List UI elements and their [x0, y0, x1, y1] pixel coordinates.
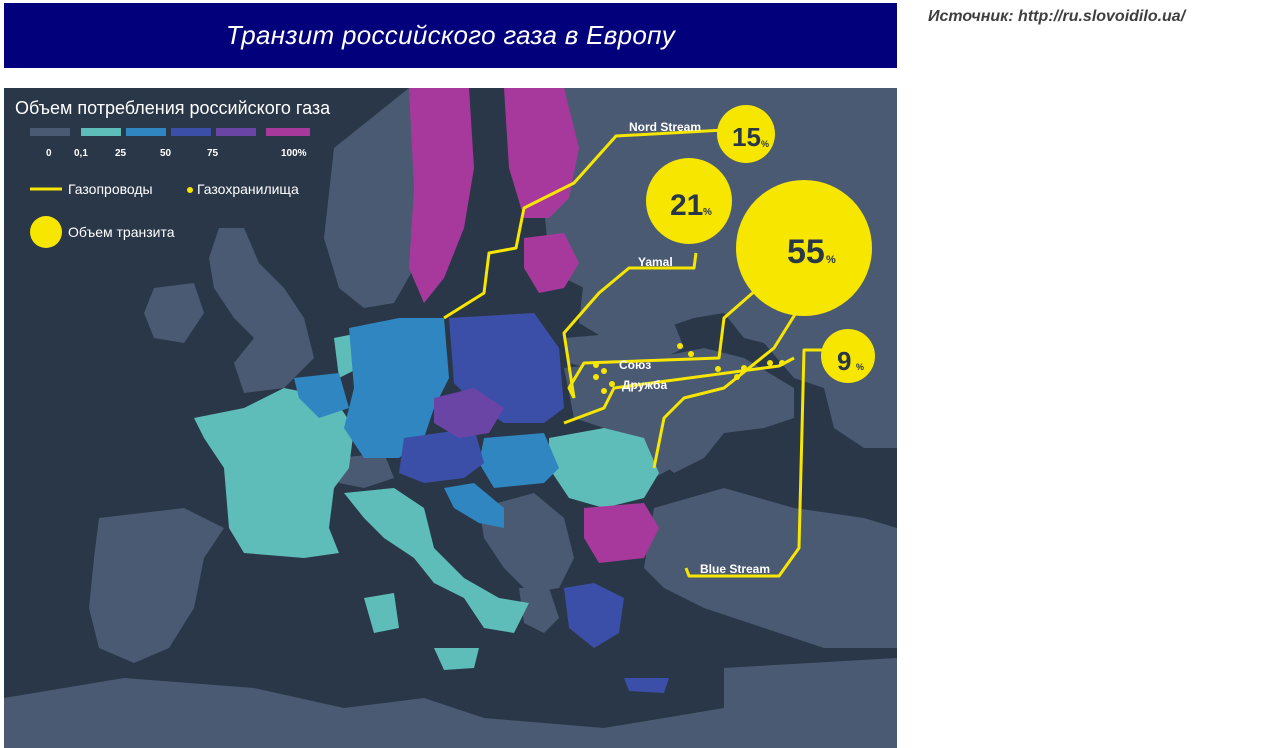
title-banner: Транзит российского газа в Европу [4, 3, 897, 68]
storage-dot [734, 374, 740, 380]
map-container: 15 % 21 % 55 % 9 % Nord Stream Yamal Сою… [4, 88, 897, 748]
land-switzerland [339, 453, 394, 488]
legend-swatch-1 [81, 128, 121, 136]
land-austria [399, 428, 484, 483]
transit-unit-blue-stream: % [856, 362, 864, 372]
storage-dot [688, 351, 694, 357]
land-north-africa [4, 678, 724, 748]
transit-unit-yamal: % [703, 207, 712, 218]
transit-unit-soyuz: % [826, 254, 836, 266]
legend-title: Объем потребления российского газа [15, 98, 331, 118]
legend-storage-label: Газохранилища [197, 181, 299, 197]
legend-pipelines-label: Газопроводы [68, 181, 153, 197]
storage-dot [677, 343, 683, 349]
land-sweden [409, 88, 474, 303]
legend-swatch-3 [171, 128, 211, 136]
legend-scale-label: 25 [115, 148, 127, 159]
land-hungary [479, 433, 559, 488]
land-sardinia [364, 593, 399, 633]
land-belgium [294, 373, 349, 418]
storage-dot [601, 368, 607, 374]
legend-transit-circle [30, 216, 62, 248]
pipeline-nord-stream [443, 128, 725, 320]
land-albania [519, 588, 559, 633]
legend-scale-label: 75 [207, 148, 219, 159]
land-norway [324, 88, 429, 308]
land-iberia [89, 508, 224, 663]
legend-scale-label: 100% [281, 148, 307, 159]
legend-scale-label: 0,1 [74, 148, 88, 159]
transit-circles: 15 % 21 % 55 % 9 % [646, 105, 875, 383]
transit-value-nord-stream: 15 [732, 122, 761, 152]
storage-dot [715, 366, 721, 372]
land-tier-5 [434, 388, 504, 438]
land-france [194, 388, 354, 558]
legend: Объем потребления российского газа 0 0,1… [15, 98, 331, 248]
label-nord-stream: Nord Stream [629, 120, 701, 134]
land-bulgaria [584, 503, 659, 563]
transit-unit-nord-stream: % [761, 139, 769, 149]
legend-scale-label: 50 [160, 148, 172, 159]
pipeline-labels: Nord Stream Yamal Союз Дружба Blue Strea… [619, 120, 770, 576]
pipeline-druzhba [652, 307, 801, 469]
storage-dot [609, 381, 615, 387]
storage-dot [779, 360, 785, 366]
storage-dot [593, 362, 599, 368]
storage-dot [601, 388, 607, 394]
transit-value-yamal: 21 [670, 189, 703, 222]
land-tier-6 [409, 88, 659, 563]
label-soyuz: Союз [619, 358, 651, 372]
land-russia [544, 88, 897, 448]
land-great-britain [209, 228, 314, 393]
label-druzhba: Дружба [622, 378, 667, 392]
transit-circle-blue-stream [821, 329, 875, 383]
storage-dot [741, 365, 747, 371]
label-yamal: Yamal [638, 255, 673, 269]
land-czech [434, 388, 504, 438]
legend-storage-dot [187, 187, 193, 193]
gas-storage-dots [593, 343, 785, 394]
legend-swatch-2 [126, 128, 166, 136]
storage-dot [593, 374, 599, 380]
land-tier-3 [294, 318, 559, 528]
land-middle-east [724, 658, 897, 748]
label-blue-stream: Blue Stream [700, 562, 770, 576]
land-sicily [434, 648, 479, 670]
pipeline-soyuz [567, 281, 765, 399]
land-romania [549, 428, 659, 508]
page-title: Транзит российского газа в Европу [225, 20, 676, 50]
land-crete [624, 678, 669, 693]
pipeline-yamal [562, 252, 698, 399]
legend-transit-label: Объем транзита [68, 224, 175, 240]
land-croatia [444, 483, 504, 528]
land-baltics [579, 273, 644, 338]
land-ireland [144, 283, 204, 343]
legend-scale-label: 0 [46, 148, 52, 159]
storage-dot [767, 360, 773, 366]
legend-swatch-5 [266, 128, 310, 136]
transit-circle-soyuz [736, 180, 872, 316]
land-turkey [644, 488, 897, 648]
source-credit: Источник: http://ru.slovoidilo.ua/ [928, 8, 1186, 25]
legend-swatch-0 [30, 128, 70, 136]
pipeline-blue-stream [684, 348, 832, 578]
land-tier-2 [194, 333, 659, 670]
transit-value-soyuz: 55 [787, 233, 825, 271]
transit-value-blue-stream: 9 [837, 346, 851, 376]
land-italy [344, 488, 529, 633]
transit-circle-nord-stream [717, 105, 775, 163]
land-greece [564, 583, 624, 648]
legend-swatch-4 [216, 128, 256, 136]
transit-circle-yamal [646, 158, 732, 244]
land-finland [504, 88, 579, 218]
land-estonia-latvia [524, 233, 579, 293]
europe-gas-map: 15 % 21 % 55 % 9 % Nord Stream Yamal Сою… [4, 88, 897, 748]
land-germany [344, 318, 449, 458]
